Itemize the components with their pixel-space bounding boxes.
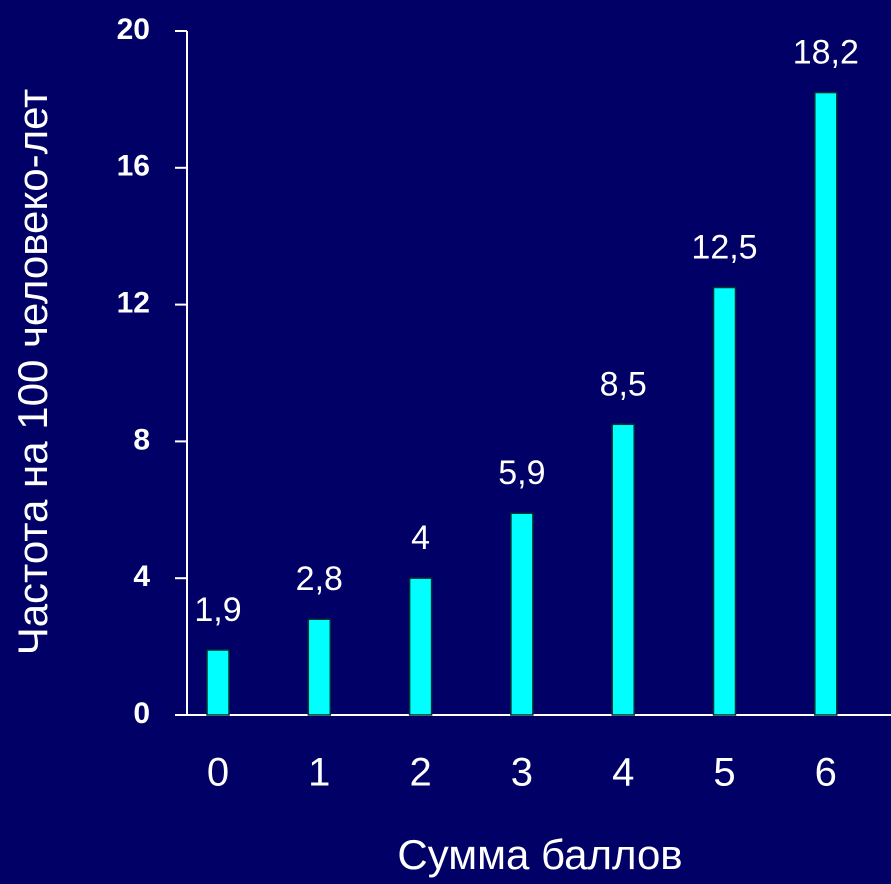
y-tick-label: 4 [133, 560, 150, 593]
bar [307, 618, 332, 716]
bar [510, 512, 534, 716]
bar [611, 423, 635, 716]
value-label: 12,5 [691, 228, 757, 266]
x-tick-label: 2 [409, 751, 431, 795]
y-tick-label: 16 [117, 150, 150, 183]
x-tick-label: 1 [308, 751, 330, 795]
value-label: 1,9 [194, 591, 241, 629]
bar [206, 649, 230, 716]
bar [712, 286, 737, 716]
x-tick-label: 0 [207, 751, 229, 795]
value-label: 18,2 [793, 34, 859, 72]
y-tick-label: 8 [133, 423, 150, 456]
y-tick-label: 0 [133, 697, 150, 730]
y-tick-label: 12 [117, 287, 150, 320]
bar [408, 577, 433, 716]
x-axis-title: Сумма баллов [397, 831, 682, 878]
value-label: 2,8 [296, 560, 343, 598]
value-label: 5,9 [498, 454, 545, 492]
x-tick-label: 4 [612, 751, 634, 795]
x-tick-label: 5 [713, 751, 735, 795]
value-label: 4 [411, 519, 430, 557]
bar [814, 91, 838, 716]
x-tick-label: 3 [511, 751, 533, 795]
y-tick-label: 20 [117, 13, 150, 46]
x-tick-label: 6 [815, 751, 837, 795]
value-label: 8,5 [600, 365, 647, 403]
y-axis-title: Частота на 100 человеко-лет [9, 89, 56, 656]
